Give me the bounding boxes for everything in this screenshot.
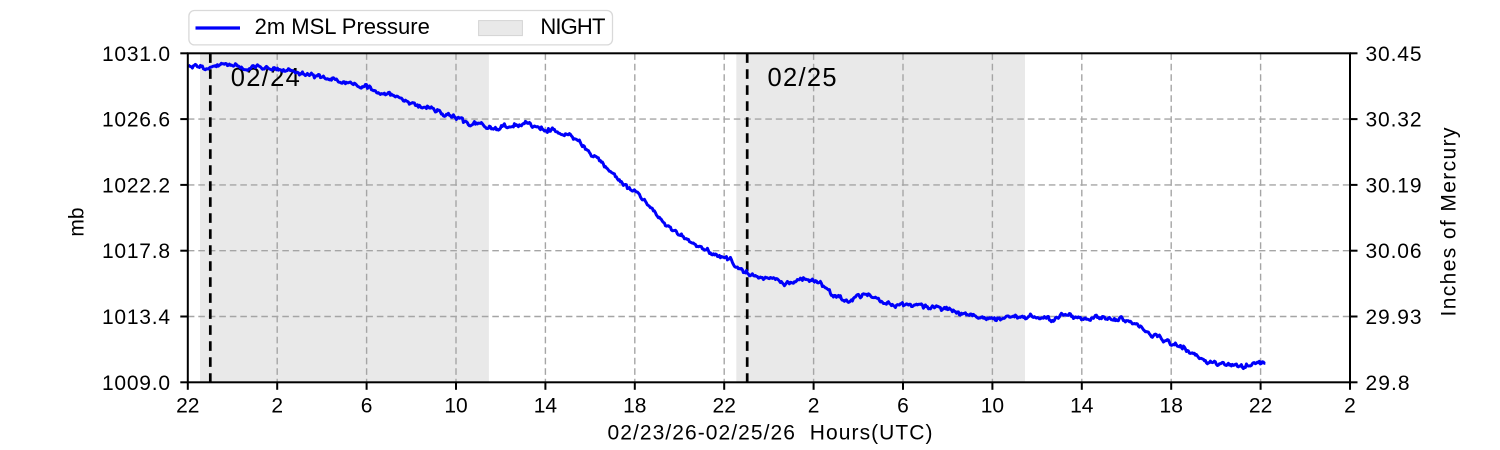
svg-text:18: 18 <box>1160 395 1183 418</box>
svg-text:mb: mb <box>66 207 89 236</box>
svg-text:NIGHT: NIGHT <box>540 14 605 39</box>
svg-text:29.93: 29.93 <box>1366 306 1422 329</box>
svg-text:14: 14 <box>534 395 558 418</box>
svg-text:22: 22 <box>1249 395 1272 418</box>
svg-text:1013.4: 1013.4 <box>102 306 170 329</box>
svg-text:6: 6 <box>361 395 373 418</box>
svg-text:1031.0: 1031.0 <box>102 43 170 66</box>
svg-text:02/25: 02/25 <box>768 64 837 92</box>
svg-text:10: 10 <box>444 395 467 418</box>
svg-text:2: 2 <box>1344 395 1356 418</box>
svg-text:14: 14 <box>1070 395 1094 418</box>
svg-text:1009.0: 1009.0 <box>102 372 170 395</box>
svg-text:1017.8: 1017.8 <box>102 240 170 263</box>
svg-text:1026.6: 1026.6 <box>102 109 170 132</box>
svg-text:6: 6 <box>897 395 909 418</box>
svg-text:22: 22 <box>713 395 736 418</box>
svg-text:Inches of Mercury: Inches of Mercury <box>1438 127 1461 317</box>
svg-text:30.06: 30.06 <box>1366 240 1422 263</box>
svg-text:2m MSL Pressure: 2m MSL Pressure <box>255 14 430 39</box>
svg-text:30.19: 30.19 <box>1366 174 1422 197</box>
svg-text:02/23/26-02/25/26 Hours(UTC): 02/23/26-02/25/26 Hours(UTC) <box>608 421 933 444</box>
svg-text:30.45: 30.45 <box>1366 43 1422 66</box>
svg-text:18: 18 <box>623 395 646 418</box>
svg-text:30.32: 30.32 <box>1366 109 1422 132</box>
svg-text:22: 22 <box>176 395 199 418</box>
svg-text:2: 2 <box>808 395 820 418</box>
svg-text:1022.2: 1022.2 <box>102 174 170 197</box>
svg-text:29.8: 29.8 <box>1366 372 1410 395</box>
svg-text:10: 10 <box>981 395 1004 418</box>
svg-text:2: 2 <box>271 395 283 418</box>
